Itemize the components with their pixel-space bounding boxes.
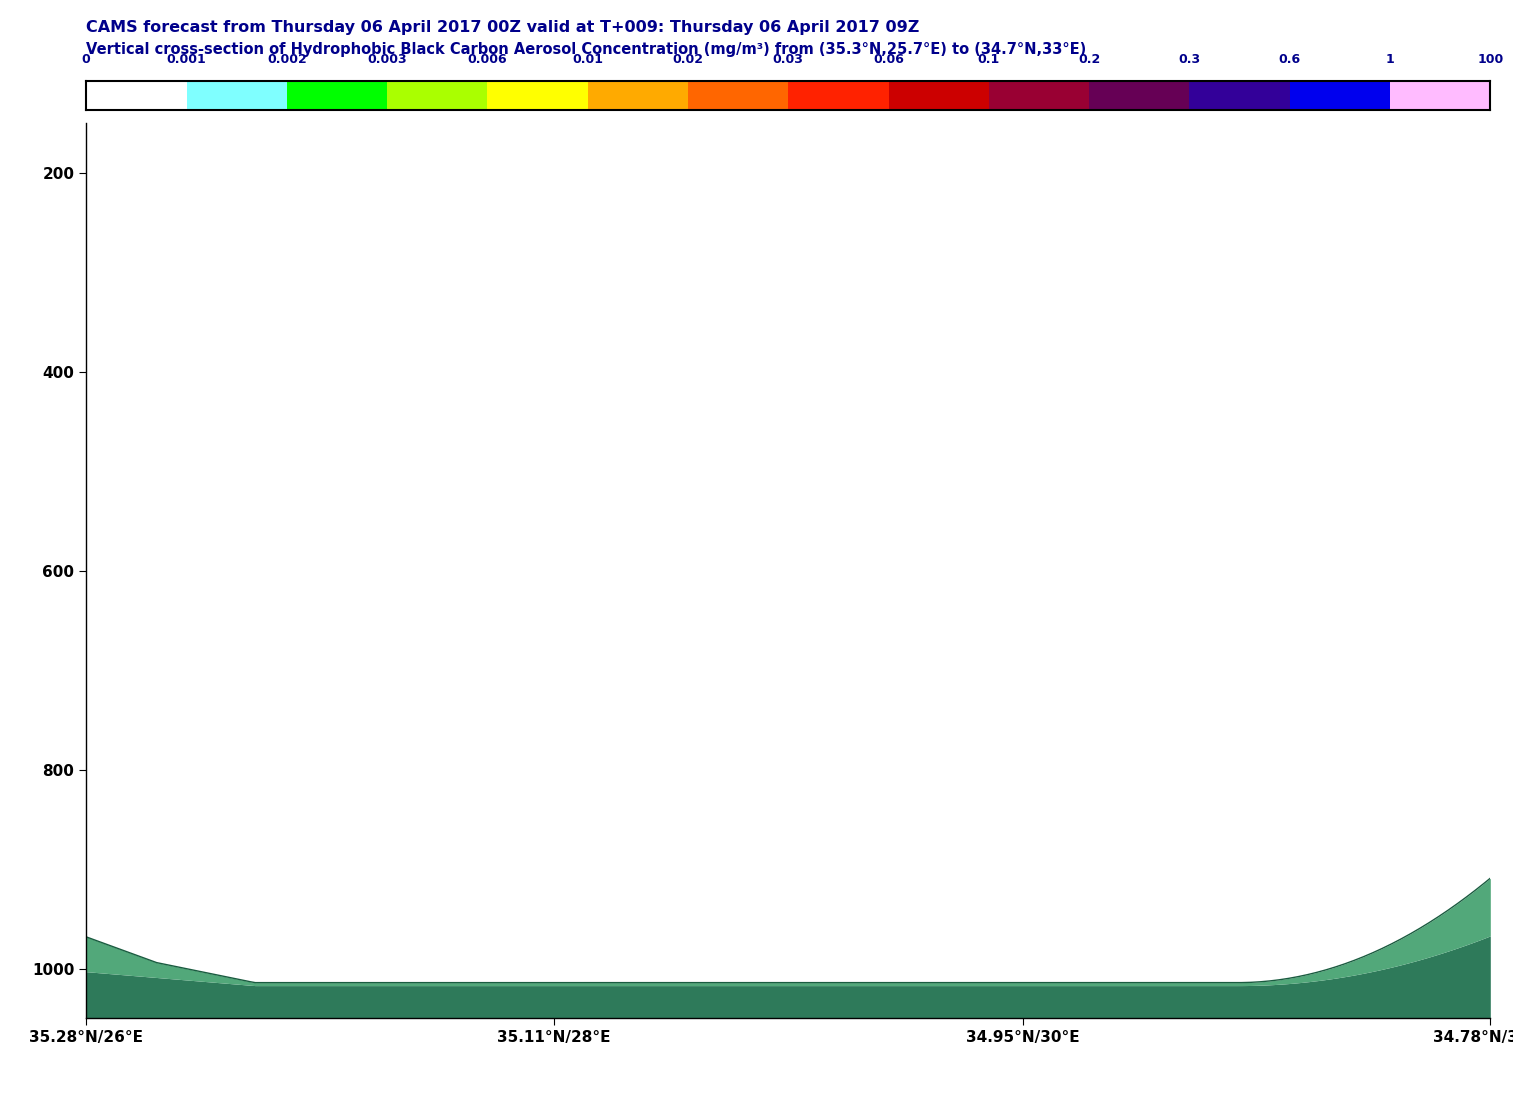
Bar [1089, 81, 1189, 110]
Text: 0: 0 [82, 53, 91, 66]
Bar [287, 81, 387, 110]
Text: 0.03: 0.03 [773, 53, 803, 66]
Bar [1390, 81, 1490, 110]
Text: 0.6: 0.6 [1278, 53, 1301, 66]
Text: 0.2: 0.2 [1079, 53, 1100, 66]
Text: 100: 100 [1477, 53, 1504, 66]
Bar [888, 81, 990, 110]
Bar [788, 81, 888, 110]
Bar [86, 81, 186, 110]
Bar [587, 81, 688, 110]
Text: 0.01: 0.01 [572, 53, 604, 66]
Bar [387, 81, 487, 110]
Bar [487, 81, 587, 110]
Text: CAMS forecast from Thursday 06 April 2017 00Z valid at T+009: Thursday 06 April : CAMS forecast from Thursday 06 April 201… [86, 20, 920, 35]
Text: 1: 1 [1386, 53, 1395, 66]
Text: 0.001: 0.001 [166, 53, 206, 66]
Bar [186, 81, 287, 110]
Text: 0.003: 0.003 [368, 53, 407, 66]
Bar [1189, 81, 1289, 110]
Text: 0.02: 0.02 [672, 53, 704, 66]
Bar [990, 81, 1089, 110]
Text: 0.006: 0.006 [468, 53, 507, 66]
Text: Vertical cross-section of Hydrophobic Black Carbon Aerosol Concentration (mg/m³): Vertical cross-section of Hydrophobic Bl… [86, 42, 1086, 57]
Text: 0.1: 0.1 [977, 53, 1000, 66]
Bar [688, 81, 788, 110]
Bar [1289, 81, 1390, 110]
Text: 0.06: 0.06 [873, 53, 903, 66]
Text: 0.3: 0.3 [1179, 53, 1200, 66]
Text: 0.002: 0.002 [266, 53, 307, 66]
